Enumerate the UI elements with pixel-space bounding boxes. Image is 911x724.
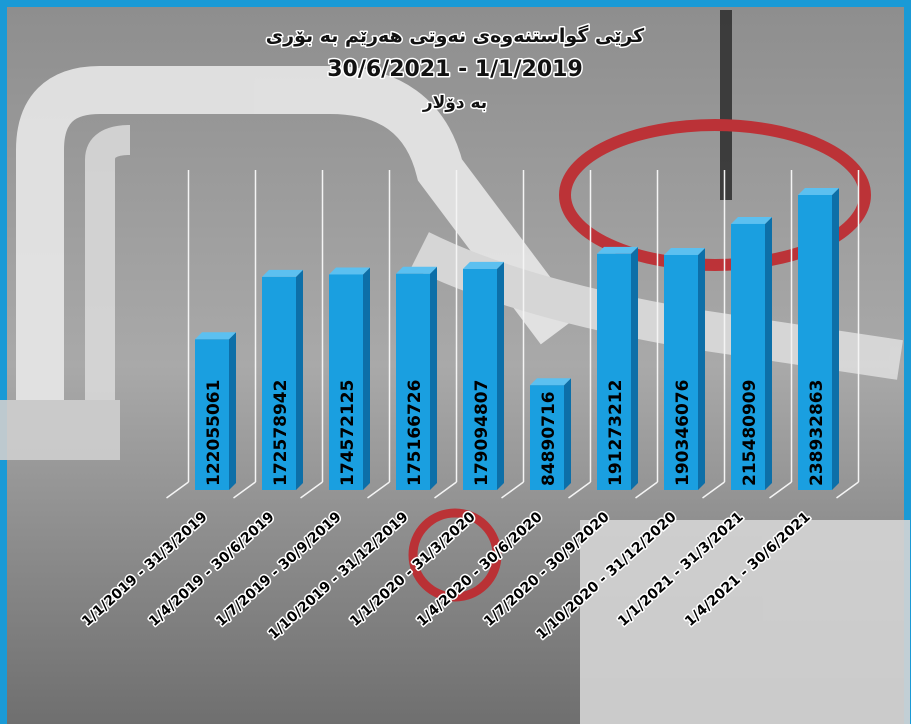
value-label: 122055061 (204, 380, 224, 486)
floor-line (367, 481, 390, 499)
bar-front (664, 254, 698, 490)
floor-line (501, 481, 524, 499)
bar-front (597, 253, 631, 490)
value-label: 179094807 (472, 380, 492, 486)
bar-side (564, 378, 571, 490)
bar-front (530, 385, 564, 490)
bar-top (329, 267, 370, 275)
bar-side (430, 266, 437, 490)
bar-top (664, 247, 705, 255)
bar-front (463, 268, 497, 490)
floor-line (836, 481, 859, 499)
bar-top (530, 378, 571, 386)
bar-side (363, 267, 370, 490)
bar-front (731, 223, 765, 490)
bar (463, 261, 504, 490)
bar (396, 266, 437, 490)
background-art (0, 10, 910, 724)
floor-line (233, 481, 256, 499)
value-label: 191273212 (606, 380, 626, 486)
bar-side (765, 216, 772, 490)
bar (664, 247, 705, 490)
value-label: 190346076 (673, 380, 693, 486)
floor-line (434, 481, 457, 499)
unit-label: بە دۆلار (422, 93, 487, 113)
bar-front (396, 273, 430, 490)
bar-top (195, 332, 236, 340)
bar-side (229, 332, 236, 490)
bar (530, 378, 571, 490)
bar-side (631, 246, 638, 490)
bar-side (497, 261, 504, 490)
bar (329, 267, 370, 490)
bar-top (463, 261, 504, 269)
chart-title: کرێی گواستنەوەی نەوتی هەرێم بە بۆری (266, 24, 645, 47)
value-label: 238932863 (807, 380, 827, 486)
bar-front (262, 276, 296, 490)
bar (262, 269, 303, 490)
bar-side (296, 269, 303, 490)
bar-front (195, 339, 229, 490)
bar-top (798, 188, 839, 195)
floor-line (769, 481, 792, 499)
bar (597, 246, 638, 490)
value-label: 172578942 (271, 380, 291, 486)
floor-line (300, 481, 323, 499)
bar-side (698, 247, 705, 490)
bar-top (396, 266, 437, 274)
value-label: 175166726 (405, 380, 425, 486)
value-label: 174572125 (338, 380, 358, 486)
bar-front (329, 274, 363, 490)
floor-line (702, 481, 725, 499)
bar (195, 332, 236, 490)
floor-line (166, 481, 189, 499)
bar-top (262, 269, 303, 277)
value-label: 84890716 (539, 391, 559, 486)
floor-line (635, 481, 658, 499)
value-label: 215480909 (740, 380, 760, 486)
bar (798, 188, 839, 490)
bar (731, 216, 772, 490)
chart-subtitle: 30/6/2021 - 1/1/2019 (327, 57, 583, 82)
bar-front (798, 195, 832, 490)
bar-top (597, 246, 638, 254)
bar-top (731, 216, 772, 224)
floor-line (568, 481, 591, 499)
bar-side (832, 188, 839, 490)
